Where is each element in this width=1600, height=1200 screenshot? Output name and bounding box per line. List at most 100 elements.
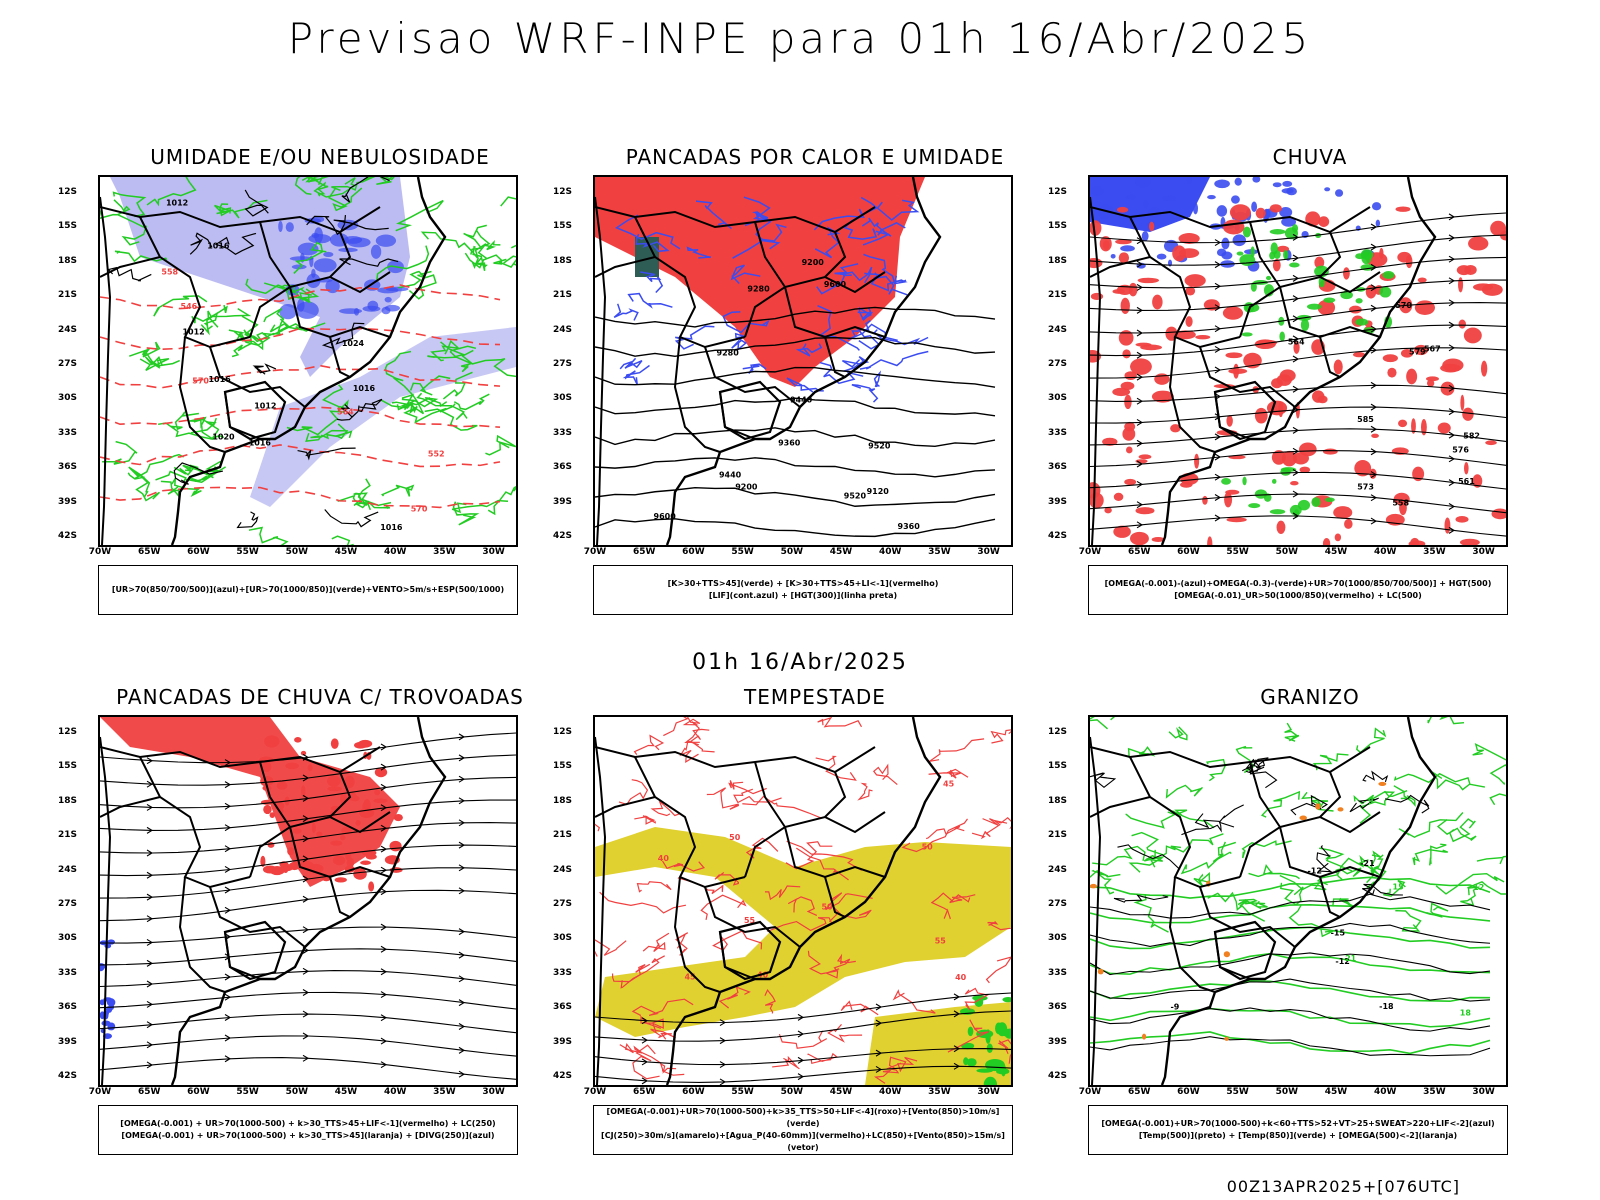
lat-tick-label: 42S (58, 1071, 78, 1081)
contour-label: 579 (1409, 347, 1426, 356)
map-canvas: -9 -12 -12 -15 -18 -21 9 12 15 18 21 (1090, 717, 1506, 1085)
lon-tick-label: 35W (1423, 547, 1446, 557)
lat-tick-label: 15S (553, 761, 573, 772)
lat-tick-label: 27S (58, 899, 78, 909)
lon-tick-label: 50W (285, 1087, 309, 1097)
lon-tick-label: 55W (236, 547, 259, 557)
lon-tick-label: 60W (187, 547, 210, 557)
map-frame (98, 715, 518, 1087)
lat-tick-label: 24S (553, 864, 573, 875)
lon-tick-label: 30W (977, 1087, 1000, 1097)
panel-title: PANCADAS DE CHUVA C/ TROVOADAS (116, 685, 524, 709)
lat-tick-label: 33S (58, 427, 78, 438)
contour-label: 1024 (342, 339, 365, 348)
contour-label: 45 (943, 779, 955, 788)
lat-tick-label: 39S (553, 496, 573, 507)
lat-tick-label: 12S (553, 187, 573, 197)
lon-tick-label: 55W (1226, 1087, 1249, 1097)
latitude-axis: 12S 15S 18S 21S 24S 27S 30S 33S 36S 39S 42S (58, 715, 98, 1087)
panel-title: CHUVA (1272, 145, 1348, 169)
map-canvas (100, 717, 516, 1085)
contour-label: -9 (1170, 1002, 1179, 1011)
contour-label: -21 (1360, 859, 1375, 868)
panel-title: PANCADAS POR CALOR E UMIDADE (625, 145, 1005, 169)
latitude-axis: 12S 15S 18S 21S 24S 27S 30S 33S 36S 39S 42S (58, 175, 98, 547)
lon-tick-label: 55W (236, 1087, 259, 1097)
lon-tick-label: 40W (1373, 1087, 1397, 1097)
contour-label: 1012 (254, 402, 276, 411)
lat-tick-label: 21S (553, 830, 573, 841)
lon-tick-label: 35W (433, 1087, 456, 1097)
contour-label: 1012 (182, 328, 204, 337)
lat-tick-label: 39S (58, 1036, 78, 1047)
contour-label: 546 (181, 302, 198, 311)
lat-tick-label: 42S (553, 1071, 573, 1081)
contour-label: 9200 (735, 483, 758, 492)
lon-tick-label: 70W (1078, 1087, 1102, 1097)
lat-tick-label: 39S (1048, 496, 1068, 507)
contour-label: 552 (428, 450, 445, 459)
contour-label: 40 (955, 973, 967, 982)
map-frame: 9600 9520 9440 9360 9280 9200 9120 9600 9520 9440… (593, 175, 1013, 547)
lon-tick-label: 65W (137, 547, 161, 557)
lon-tick-label: 35W (433, 547, 456, 557)
legend-box: [OMEGA(-0.001) + UR>70(1000-500) + k>30_… (98, 1105, 518, 1155)
lat-tick-label: 15S (1048, 761, 1068, 772)
map-frame: 585 582 579 576 573 570 567 564 561 558 (1088, 175, 1508, 547)
lat-tick-label: 39S (1048, 1036, 1068, 1047)
contour-label: 18 (1460, 1009, 1472, 1018)
lat-tick-label: 27S (553, 359, 573, 369)
lat-tick-label: 24S (58, 864, 78, 875)
main-title: Previsao WRF-INPE para 01h 16/Abr/2025 (287, 14, 1313, 63)
lat-tick-label: 42S (553, 531, 573, 541)
contour-label: 1016 (353, 384, 376, 393)
panel-title: UMIDADE E/OU NEBULOSIDADE (150, 145, 490, 169)
panel-title: GRANIZO (1260, 685, 1360, 709)
lat-tick-label: 15S (553, 221, 573, 232)
contour-label: 9360 (898, 522, 921, 531)
contour-label: 570 (411, 505, 428, 514)
contour-label: 9600 (824, 280, 847, 289)
lat-tick-label: 36S (58, 1002, 78, 1013)
lon-tick-label: 45W (829, 1087, 853, 1097)
contour-label: 567 (1424, 344, 1441, 353)
contour-label: 564 (337, 407, 354, 416)
legend-line: [OMEGA(-0.001)+UR>70(1000-500)+k>35_TTS>… (606, 1107, 1000, 1128)
lat-tick-label: 30S (58, 393, 78, 404)
map-frame: 1012 1012 1012 1016 1016 1016 1016 1016 1020 1024… (98, 175, 518, 547)
lon-tick-label: 30W (482, 1087, 505, 1097)
contour-label: 9280 (717, 349, 740, 358)
contour-label: 558 (1392, 498, 1409, 507)
lat-tick-label: 33S (553, 967, 573, 978)
lon-tick-label: 55W (731, 547, 754, 557)
contour-label: 15 (1393, 883, 1405, 892)
longitude-axis: 70W 65W 60W 55W 50W 45W 40W 35W 30W (89, 547, 518, 561)
contour-label: 1012 (166, 199, 188, 208)
lat-tick-label: 33S (1048, 427, 1068, 438)
legend-line: [OMEGA(-0.001) + UR>70(1000-500) + k>30_… (121, 1131, 495, 1140)
lon-tick-label: 30W (977, 547, 1000, 557)
contour-label: 9 (1368, 797, 1374, 806)
contour-label: 9520 (868, 442, 891, 451)
lat-tick-label: 18S (58, 255, 78, 266)
lat-tick-label: 18S (553, 795, 573, 806)
latitude-axis: 12S 15S 18S 21S 24S 27S 30S 33S 36S 39S 42S (1048, 175, 1088, 547)
lat-tick-label: 36S (1048, 462, 1068, 473)
contour-label: 50 (821, 902, 833, 911)
contour-label: 9440 (719, 471, 742, 480)
lon-tick-label: 45W (334, 547, 358, 557)
lat-tick-label: 24S (553, 324, 573, 335)
contour-label: 55 (744, 916, 756, 925)
lon-tick-label: 30W (1472, 547, 1495, 557)
legend-line: [OMEGA(-0.01)_UR>50(1000/850)(vermelho) … (1174, 591, 1422, 600)
lat-tick-label: 27S (1048, 359, 1068, 369)
contour-label: 9600 (654, 512, 677, 521)
lon-tick-label: 55W (1226, 547, 1249, 557)
lon-tick-label: 50W (1275, 547, 1299, 557)
map-canvas: 1012 1012 1012 1016 1016 1016 1016 1016 1020 1024… (100, 177, 516, 545)
lon-tick-label: 45W (1324, 1087, 1348, 1097)
lon-tick-label: 30W (1472, 1087, 1495, 1097)
lon-tick-label: 50W (285, 547, 309, 557)
lon-tick-label: 65W (137, 1087, 161, 1097)
contour-label: 55 (935, 937, 947, 946)
